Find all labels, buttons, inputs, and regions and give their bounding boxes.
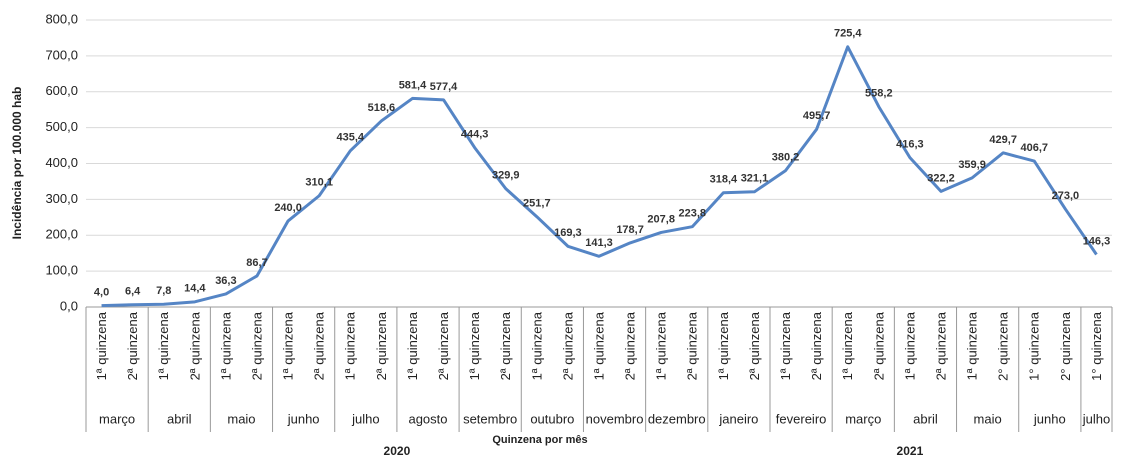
x-tick-label: 1ª quinzena: [778, 311, 793, 380]
y-tick-label: 100,0: [45, 263, 78, 278]
month-label: abril: [913, 411, 938, 426]
x-tick-label: 2ª quinzena: [249, 311, 264, 380]
x-tick-label: 1ª quinzena: [94, 311, 109, 380]
data-label: 406,7: [1021, 142, 1049, 154]
x-tick-label: 2ª quinzena: [125, 311, 140, 380]
data-label: 14,4: [184, 283, 206, 295]
x-tick-label: 1ª quinzena: [343, 311, 358, 380]
month-label: agosto: [408, 411, 447, 426]
month-label: dezembro: [648, 411, 706, 426]
x-tick-label: 2ª quinzena: [871, 311, 886, 380]
data-label: 141,3: [585, 237, 613, 249]
x-tick-label: 1ª quinzena: [467, 311, 482, 380]
y-tick-label: 500,0: [45, 119, 78, 134]
month-label: julho: [1082, 411, 1110, 426]
data-label: 273,0: [1052, 190, 1080, 202]
data-label: 329,9: [492, 170, 520, 182]
year-label: 2020: [384, 444, 411, 458]
y-tick-label: 400,0: [45, 155, 78, 170]
data-label: 310,1: [305, 177, 333, 189]
data-label: 416,3: [896, 139, 924, 151]
data-label: 207,8: [647, 213, 675, 225]
month-label: julho: [351, 411, 379, 426]
data-label: 251,7: [523, 198, 551, 210]
y-axis-title: Incidência por 100.000 hab: [10, 87, 24, 240]
x-axis-title: Quinzena por mês: [492, 434, 587, 446]
data-label: 321,1: [741, 173, 769, 185]
month-label: outubro: [530, 411, 574, 426]
month-label: setembro: [463, 411, 517, 426]
data-label: 581,4: [399, 79, 427, 91]
x-tick-label: 2ª quinzena: [187, 311, 202, 380]
x-tick-label: 1ª quinzena: [840, 311, 855, 380]
data-label: 7,8: [156, 285, 171, 297]
x-tick-label: 2ª quinzena: [623, 311, 638, 380]
x-tick-label: 1ª quinzena: [529, 311, 544, 380]
x-tick-label: 1ª quinzena: [965, 311, 980, 380]
data-label: 495,7: [803, 110, 831, 122]
x-tick-label: 2ª quinzena: [374, 311, 389, 380]
year-label: 2021: [897, 444, 924, 458]
x-tick-label: 1° quinzena: [1027, 311, 1042, 381]
data-label: 577,4: [430, 81, 458, 93]
month-label: maio: [227, 411, 255, 426]
y-tick-label: 300,0: [45, 191, 78, 206]
month-label: junho: [287, 411, 320, 426]
data-label: 359,9: [958, 159, 986, 171]
y-tick-label: 700,0: [45, 47, 78, 62]
data-label: 86,7: [246, 257, 267, 269]
month-label: junho: [1033, 411, 1066, 426]
month-label: novembro: [586, 411, 644, 426]
data-label: 240,0: [274, 202, 302, 214]
x-tick-label: 1ª quinzena: [716, 311, 731, 380]
x-tick-label: 2° quinzena: [996, 311, 1011, 381]
month-label: fevereiro: [776, 411, 827, 426]
data-label: 178,7: [616, 224, 644, 236]
data-label: 36,3: [215, 275, 236, 287]
x-tick-label: 1ª quinzena: [654, 311, 669, 380]
data-label: 6,4: [125, 286, 141, 298]
x-tick-label: 1° quinzena: [1089, 311, 1104, 381]
month-label: maio: [974, 411, 1002, 426]
x-tick-label: 2° quinzena: [1058, 311, 1073, 381]
data-label: 322,2: [927, 172, 955, 184]
month-label: março: [99, 411, 135, 426]
month-label: janeiro: [718, 411, 758, 426]
data-label: 558,2: [865, 88, 893, 100]
x-tick-label: 1ª quinzena: [902, 311, 917, 380]
x-tick-label: 2ª quinzena: [436, 311, 451, 380]
data-label: 223,8: [679, 208, 707, 220]
x-tick-label: 1ª quinzena: [405, 311, 420, 380]
data-label: 444,3: [461, 129, 489, 141]
x-tick-label: 2ª quinzena: [560, 311, 575, 380]
data-label: 518,6: [368, 102, 396, 114]
data-label: 725,4: [834, 28, 862, 40]
data-label: 146,3: [1083, 235, 1111, 247]
y-tick-label: 600,0: [45, 83, 78, 98]
x-tick-label: 2ª quinzena: [809, 311, 824, 380]
x-tick-label: 1ª quinzena: [281, 311, 296, 380]
month-label: abril: [167, 411, 192, 426]
x-tick-label: 2ª quinzena: [747, 311, 762, 380]
month-label: março: [845, 411, 881, 426]
x-tick-label: 2ª quinzena: [685, 311, 700, 380]
data-label: 318,4: [710, 174, 738, 186]
x-tick-label: 1ª quinzena: [156, 311, 171, 380]
x-tick-label: 2ª quinzena: [933, 311, 948, 380]
x-tick-label: 2ª quinzena: [312, 311, 327, 380]
y-tick-label: 800,0: [45, 11, 78, 26]
y-tick-label: 200,0: [45, 227, 78, 242]
y-tick-label: 0,0: [60, 298, 78, 313]
x-tick-label: 2ª quinzena: [498, 311, 513, 380]
x-tick-label: 1ª quinzena: [218, 311, 233, 380]
data-label: 380,2: [772, 152, 800, 164]
series-line: [101, 45, 1098, 308]
data-label: 429,7: [989, 134, 1017, 146]
data-label: 4,0: [94, 286, 109, 298]
data-label: 435,4: [337, 132, 365, 144]
data-label: 169,3: [554, 227, 582, 239]
x-tick-label: 1ª quinzena: [591, 311, 606, 380]
